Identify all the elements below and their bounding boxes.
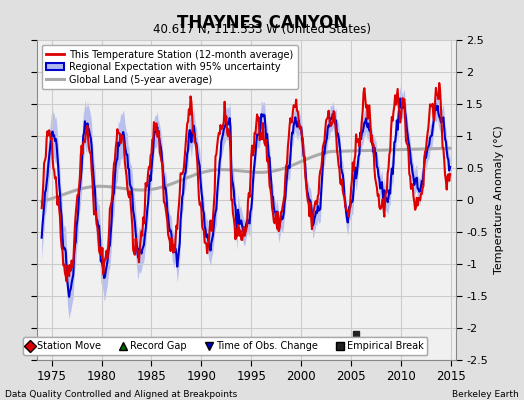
Text: 40.617 N, 111.533 W (United States): 40.617 N, 111.533 W (United States)	[153, 23, 371, 36]
Text: THAYNES CANYON: THAYNES CANYON	[177, 14, 347, 32]
Text: Data Quality Controlled and Aligned at Breakpoints: Data Quality Controlled and Aligned at B…	[5, 390, 237, 399]
Legend: Station Move, Record Gap, Time of Obs. Change, Empirical Break: Station Move, Record Gap, Time of Obs. C…	[23, 337, 428, 355]
Text: Berkeley Earth: Berkeley Earth	[452, 390, 519, 399]
Y-axis label: Temperature Anomaly (°C): Temperature Anomaly (°C)	[494, 126, 504, 274]
